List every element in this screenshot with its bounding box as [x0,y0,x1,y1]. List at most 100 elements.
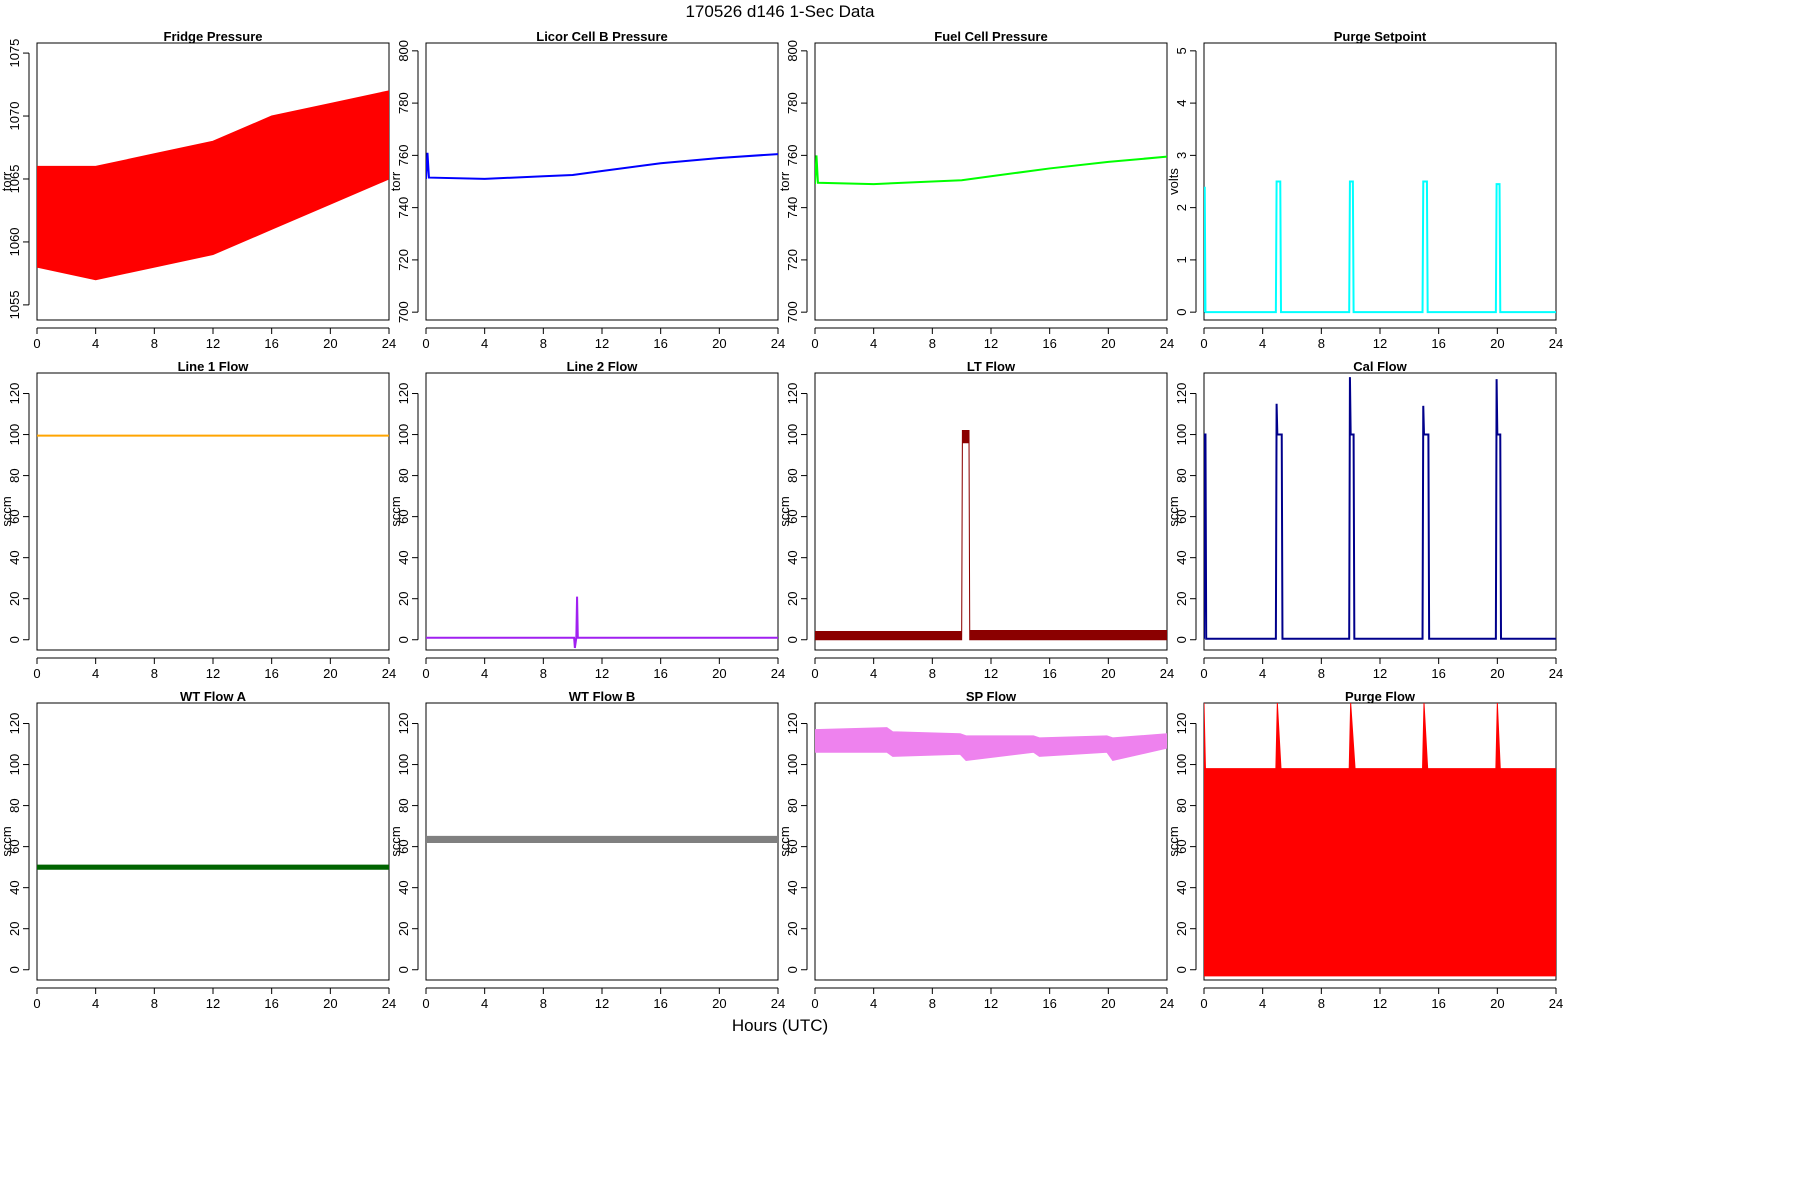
purge-setpoint-x-tick-label: 8 [1318,336,1325,351]
fuel-cell-pressure-y-tick-label: 800 [785,40,800,62]
cal-flow-y-tick-label: 20 [1174,591,1189,605]
wt-flow-b-x-tick-label: 24 [771,996,785,1011]
purge-flow-y-tick-label: 100 [1174,754,1189,776]
sp-flow-y-tick-label: 80 [785,798,800,812]
fuel-cell-pressure-y-tick-label: 740 [785,197,800,219]
fuel-cell-pressure-y-tick-label: 780 [785,92,800,114]
line-1-flow-y-tick-label: 0 [7,636,22,643]
sp-flow-x-tick-label: 16 [1042,996,1056,1011]
line-2-flow-title: Line 2 Flow [567,359,639,374]
lt-flow-x-tick-label: 0 [811,666,818,681]
fuel-cell-pressure-series-line [815,155,1167,186]
wt-flow-a-y-tick-label: 20 [7,921,22,935]
wt-flow-b-y-tick-label: 0 [396,966,411,973]
line-2-flow-y-tick-label: 80 [396,468,411,482]
line-2-flow-plot-frame [425,372,779,651]
line-2-flow-y-tick-label: 40 [396,550,411,564]
line-2-flow-y-tick-label: 0 [396,636,411,643]
cal-flow-y-tick-label: 80 [1174,468,1189,482]
cal-flow-title: Cal Flow [1353,359,1407,374]
lt-flow-y-tick-label: 40 [785,550,800,564]
licor-cell-b-pressure-x-tick-label: 16 [653,336,667,351]
sp-flow-y-tick-label: 120 [785,713,800,735]
purge-setpoint-y-tick-label: 5 [1174,47,1189,54]
purge-flow-ylabel: sccm [1166,826,1181,856]
cal-flow-y-tick-label: 100 [1174,424,1189,446]
wt-flow-a-x-tick-label: 16 [264,996,278,1011]
lt-flow-plot-frame [814,372,1168,651]
purge-flow-y-tick-label: 20 [1174,921,1189,935]
line-1-flow-y-tick-label: 80 [7,468,22,482]
line-2-flow-x-tick-label: 24 [771,666,785,681]
line-1-flow-ylabel: sccm [0,496,14,526]
fridge-pressure-y-tick-label: 1055 [7,290,22,319]
line-1-flow-y-tick-label: 40 [7,550,22,564]
licor-cell-b-pressure-x-tick-label: 24 [771,336,785,351]
purge-flow-y-tick-label: 0 [1174,966,1189,973]
fridge-pressure-y-tick-label: 1065 [7,165,22,194]
line-2-flow-x-tick-label: 8 [540,666,547,681]
purge-setpoint-x-tick-label: 4 [1259,336,1266,351]
sp-flow-x-tick-label: 24 [1160,996,1174,1011]
cal-flow-x-tick-label: 4 [1259,666,1266,681]
lt-flow-y-tick-label: 80 [785,468,800,482]
wt-flow-b-x-tick-label: 4 [481,996,488,1011]
fuel-cell-pressure-ylabel: torr [777,171,792,191]
fuel-cell-pressure-x-tick-label: 8 [929,336,936,351]
sp-flow-title: SP Flow [966,689,1017,704]
purge-flow-x-tick-label: 4 [1259,996,1266,1011]
wt-flow-b-x-tick-label: 20 [712,996,726,1011]
fuel-cell-pressure-y-tick-label: 760 [785,145,800,167]
main-title: 170526 d146 1-Sec Data [685,2,875,21]
purge-setpoint-x-tick-label: 20 [1490,336,1504,351]
line-2-flow-y-tick-label: 20 [396,591,411,605]
lt-flow-y-tick-label: 120 [785,383,800,405]
lt-flow-y-tick-label: 100 [785,424,800,446]
sp-flow-x-tick-label: 12 [984,996,998,1011]
purge-setpoint-plot-frame [1203,42,1557,321]
sp-flow-series-band [815,727,1167,762]
fuel-cell-pressure-x-tick-label: 4 [870,336,877,351]
lt-flow-ylabel: sccm [777,496,792,526]
sp-flow-x-tick-label: 8 [929,996,936,1011]
fuel-cell-pressure-x-tick-label: 12 [984,336,998,351]
line-1-flow-plot-frame [36,372,390,651]
wt-flow-a-title: WT Flow A [180,689,247,704]
wt-flow-b-title: WT Flow B [569,689,635,704]
licor-cell-b-pressure-y-tick-label: 800 [396,40,411,62]
lt-flow-x-tick-label: 8 [929,666,936,681]
wt-flow-b-x-tick-label: 16 [653,996,667,1011]
purge-flow-y-tick-label: 60 [1174,839,1189,853]
licor-cell-b-pressure-x-tick-label: 12 [595,336,609,351]
cal-flow-y-tick-label: 120 [1174,383,1189,405]
sp-flow-y-tick-label: 60 [785,839,800,853]
cal-flow-x-tick-label: 8 [1318,666,1325,681]
purge-setpoint-x-tick-label: 16 [1431,336,1445,351]
fridge-pressure-y-tick-label: 1075 [7,39,22,68]
wt-flow-a-plot-frame [36,702,390,981]
wt-flow-a-y-tick-label: 60 [7,839,22,853]
cal-flow-y-tick-label: 0 [1174,636,1189,643]
licor-cell-b-pressure-x-tick-label: 20 [712,336,726,351]
x-axis-label: Hours (UTC) [731,1016,829,1035]
purge-flow-x-tick-label: 16 [1431,996,1445,1011]
line-2-flow-x-tick-label: 16 [653,666,667,681]
fridge-pressure-x-tick-label: 24 [382,336,396,351]
licor-cell-b-pressure-y-tick-label: 740 [396,197,411,219]
line-1-flow-y-tick-label: 100 [7,424,22,446]
fuel-cell-pressure-y-tick-label: 700 [785,301,800,323]
fuel-cell-pressure-x-tick-label: 24 [1160,336,1174,351]
lt-flow-y-tick-label: 0 [785,636,800,643]
purge-flow-x-tick-label: 8 [1318,996,1325,1011]
sp-flow-x-tick-label: 4 [870,996,877,1011]
purge-setpoint-title: Purge Setpoint [1334,29,1427,44]
wt-flow-a-ylabel: sccm [0,826,14,856]
purge-setpoint-x-tick-label: 0 [1200,336,1207,351]
licor-cell-b-pressure-title: Licor Cell B Pressure [536,29,668,44]
sp-flow-plot-frame [814,702,1168,981]
purge-flow-y-tick-label: 40 [1174,880,1189,894]
wt-flow-b-y-tick-label: 20 [396,921,411,935]
purge-setpoint-y-tick-label: 3 [1174,152,1189,159]
line-1-flow-x-tick-label: 24 [382,666,396,681]
